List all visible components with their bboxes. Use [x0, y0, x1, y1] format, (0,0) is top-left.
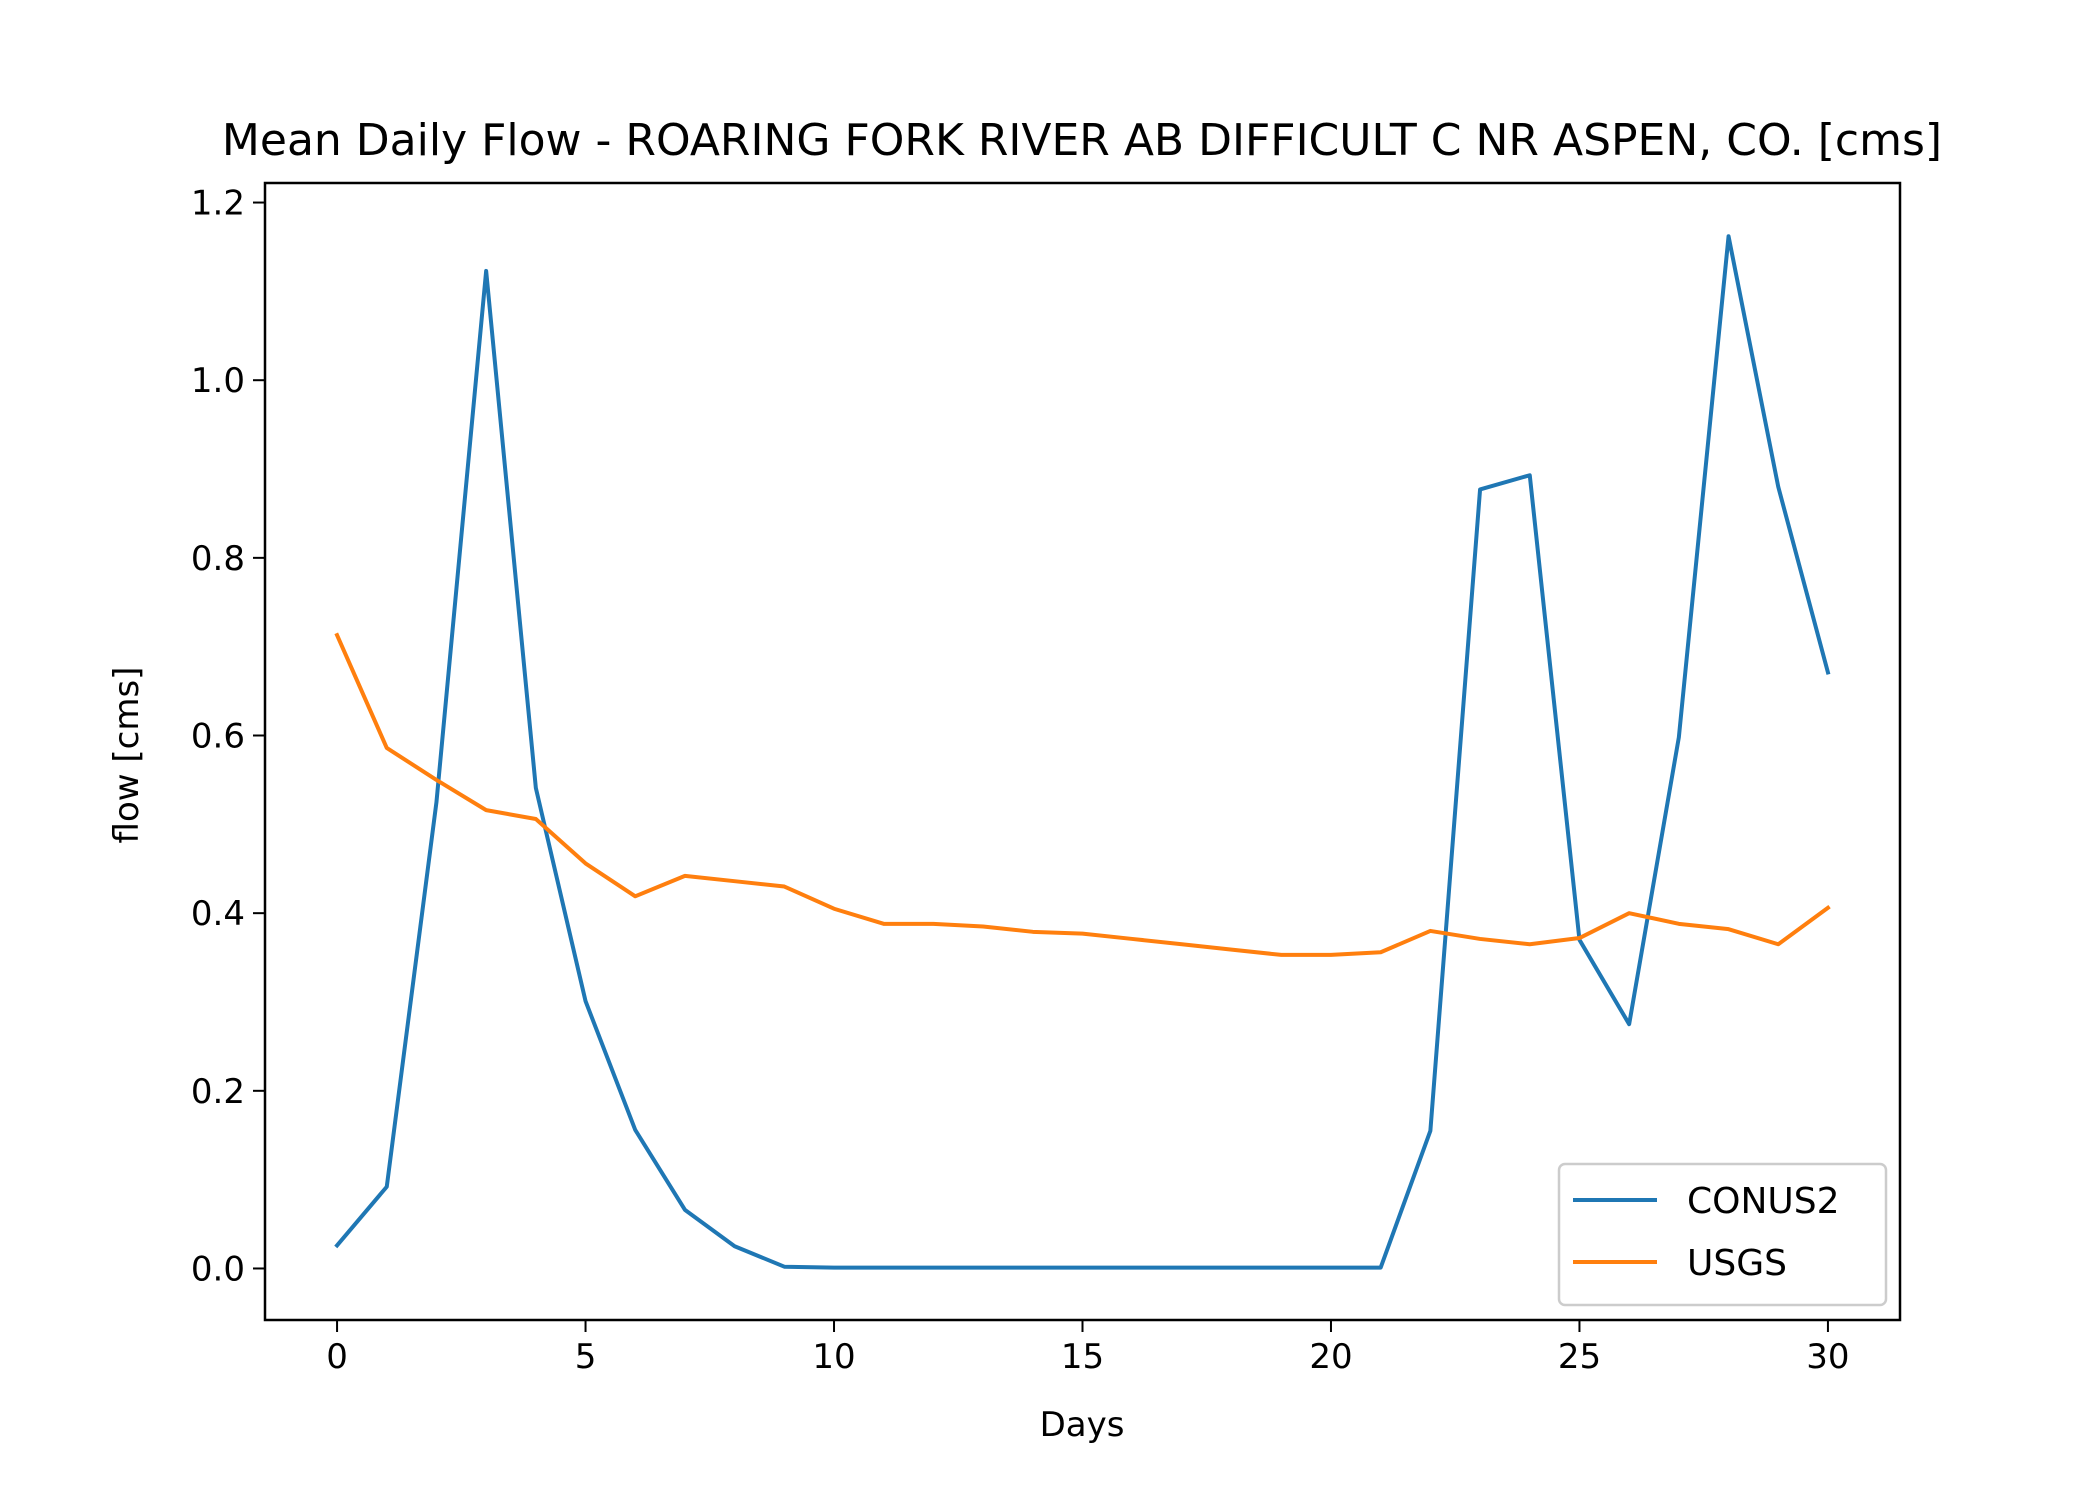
x-tick-label: 25 [1558, 1337, 1601, 1377]
y-tick-label: 1.0 [191, 361, 245, 401]
x-axis-label: Days [1040, 1405, 1125, 1445]
y-tick-label: 1.2 [191, 184, 245, 224]
x-tick-label: 20 [1309, 1337, 1352, 1377]
chart-title: Mean Daily Flow - ROARING FORK RIVER AB … [222, 115, 1942, 166]
y-tick-label: 0.0 [191, 1249, 245, 1289]
series-line-usgs [334, 632, 1831, 957]
y-tick-label: 0.4 [191, 894, 245, 934]
y-tick-label: 0.2 [191, 1072, 245, 1112]
x-tick-label: 15 [1061, 1337, 1104, 1377]
x-axis: 0 5 10 15 20 25 30 [326, 1320, 1850, 1377]
x-tick-label: 5 [575, 1337, 597, 1377]
legend: CONUS2 USGS [1557, 1162, 1888, 1307]
legend-label-usgs: USGS [1687, 1243, 1787, 1284]
y-axis: 0.0 0.2 0.4 0.6 0.8 1.0 1.2 [191, 184, 265, 1289]
legend-label-conus2: CONUS2 [1687, 1181, 1840, 1222]
x-tick-label: 0 [326, 1337, 348, 1377]
y-tick-label: 0.8 [191, 539, 245, 579]
x-tick-label: 10 [812, 1337, 855, 1377]
x-tick-label: 30 [1806, 1337, 1849, 1377]
plot-frame [263, 181, 1902, 1322]
series-layer [334, 234, 1831, 1270]
y-tick-label: 0.6 [191, 717, 245, 757]
y-axis-label: flow [cms] [107, 667, 147, 844]
